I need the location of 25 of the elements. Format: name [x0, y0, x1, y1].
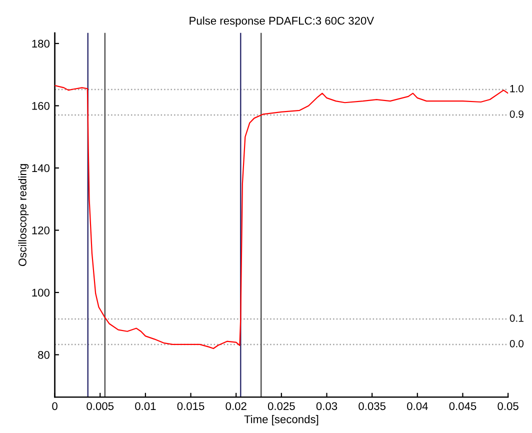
x-tick-label: 0.015 — [177, 402, 204, 410]
y-tick-label: 100 — [32, 288, 50, 297]
y-tick-label: 140 — [32, 164, 50, 172]
x-tick-label: 0.04 — [407, 402, 428, 410]
ref-line-label: 1.0 — [510, 84, 524, 92]
x-tick-label: 0.045 — [449, 402, 476, 410]
y-tick-label: 120 — [32, 226, 50, 234]
x-tick-label: 0.035 — [358, 402, 386, 410]
y-axis-title: Oscilloscope reading — [18, 164, 29, 266]
y-tick-label: 160 — [32, 102, 50, 110]
x-tick-label: 0 — [52, 402, 58, 410]
x-tick-label: 0.025 — [268, 402, 295, 410]
x-axis-title: Time [seconds] — [244, 415, 318, 426]
y-tick-label: 180 — [32, 40, 50, 48]
line-series — [54, 84, 508, 350]
x-tick-label: 0.05 — [498, 402, 518, 410]
ref-line-label: 0.0 — [510, 340, 524, 348]
x-tick-label: 0.005 — [86, 402, 114, 410]
chart-title: Pulse response PDAFLC:3 60C 320V — [190, 16, 374, 27]
x-tick-label: 0.02 — [226, 402, 246, 410]
ref-line-label: 0.1 — [510, 314, 524, 322]
x-tick-label: 0.03 — [316, 402, 338, 410]
y-tick-label: 80 — [38, 351, 50, 359]
x-tick-label: 0.01 — [135, 402, 156, 410]
ref-line-label: 0.9 — [510, 110, 524, 118]
